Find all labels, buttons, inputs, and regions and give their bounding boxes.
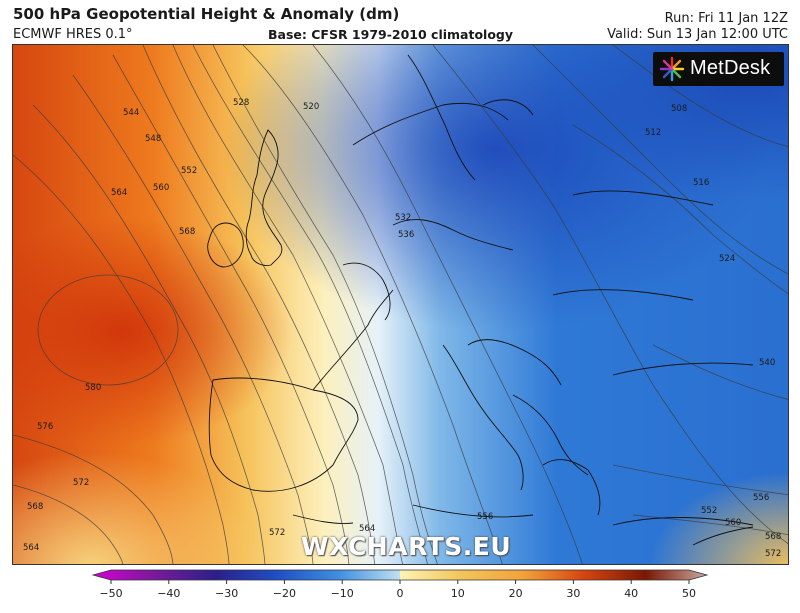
colorbar-tick-label: −30 <box>215 587 238 600</box>
contour-label: 512 <box>645 128 661 138</box>
colorbar-tick-label: −50 <box>99 587 122 600</box>
contour-label: 568 <box>765 532 781 542</box>
coastlines-and-borders <box>207 54 754 546</box>
colorbar-tick-label: 50 <box>682 587 696 600</box>
contour-label: 552 <box>181 166 197 176</box>
contour-label: 564 <box>359 524 375 534</box>
colorbar-tick-label: 0 <box>397 587 404 600</box>
anomaly-map-svg: 544 548 552 564 560 568 580 576 572 568 … <box>13 45 788 564</box>
contour-label: 560 <box>725 518 741 528</box>
colorbar-tick-label: 30 <box>566 587 580 600</box>
contour-label: 560 <box>153 183 169 193</box>
metdesk-logo: MetDesk <box>653 52 784 86</box>
contour-label: 572 <box>73 478 89 488</box>
valid-time-label: Valid: Sun 13 Jan 12:00 UTC <box>607 27 788 42</box>
colorbar-tick-label: −10 <box>331 587 354 600</box>
metdesk-logo-text: MetDesk <box>690 57 771 79</box>
colorbar-tick-label: 40 <box>624 587 638 600</box>
contour-label: 576 <box>37 422 53 432</box>
contour-label: 556 <box>477 512 493 522</box>
contour-label: 564 <box>111 188 127 198</box>
contour-label: 520 <box>303 102 319 112</box>
run-time-label: Run: Fri 11 Jan 12Z <box>664 11 788 26</box>
colorbar-ramp <box>91 569 709 581</box>
colorbar-tick-label: −20 <box>273 587 296 600</box>
colorbar-tick-label: 20 <box>509 587 523 600</box>
contour-label: 544 <box>123 108 139 118</box>
metdesk-logo-mark-icon <box>659 56 685 82</box>
contour-label: 532 <box>395 213 411 223</box>
contour-labels: 544 548 552 564 560 568 580 576 572 568 … <box>23 98 781 559</box>
contour-label: 516 <box>693 178 709 188</box>
contour-label: 548 <box>145 134 161 144</box>
contour-label: 572 <box>269 528 285 538</box>
contour-label: 564 <box>23 543 39 553</box>
anomaly-colorbar: −50 −40 −30 −20 −10 0 10 20 30 40 50 <box>0 566 800 613</box>
contour-label: 524 <box>719 254 735 264</box>
colorbar-tick-label: 10 <box>451 587 465 600</box>
contour-label: 556 <box>753 493 769 503</box>
contour-label: 572 <box>765 549 781 559</box>
anomaly-map: 544 548 552 564 560 568 580 576 572 568 … <box>12 44 789 565</box>
height-contours <box>13 45 788 564</box>
chart-title: 500 hPa Geopotential Height & Anomaly (d… <box>13 5 400 23</box>
contour-label: 536 <box>398 230 414 240</box>
contour-label: 580 <box>85 383 101 393</box>
colorbar-svg: −50 −40 −30 −20 −10 0 10 20 30 40 50 <box>91 569 709 600</box>
warm-anomaly-southwest <box>13 45 788 564</box>
colorbar-tick-label: −40 <box>157 587 180 600</box>
model-label: ECMWF HRES 0.1° <box>13 27 133 42</box>
contour-label: 568 <box>179 227 195 237</box>
watermark: WXCHARTS.EU <box>301 532 512 561</box>
contour-label: 568 <box>27 502 43 512</box>
contour-label: 552 <box>701 506 717 516</box>
contour-label: 508 <box>671 104 687 114</box>
contour-label: 540 <box>759 358 775 368</box>
climatology-base-label: Base: CFSR 1979-2010 climatology <box>268 27 514 42</box>
contour-label: 528 <box>233 98 249 108</box>
